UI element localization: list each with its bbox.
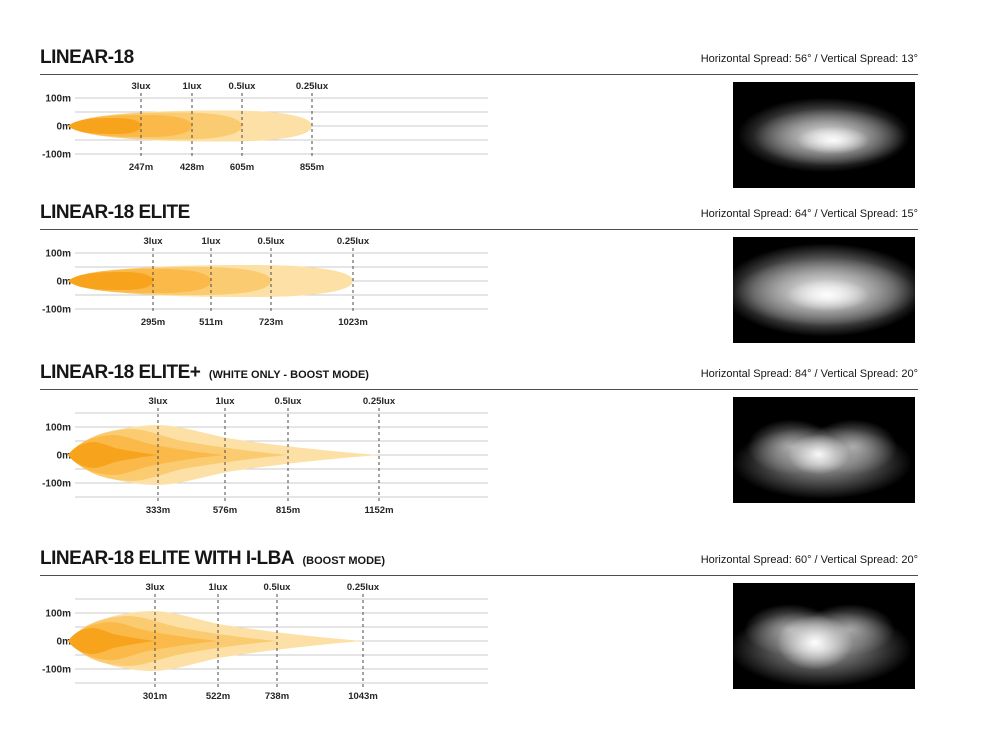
lux-label: 0.25lux — [296, 81, 329, 92]
beam-contour-3lux — [68, 442, 158, 468]
product-title: LINEAR-18 ELITE+ (WHITE ONLY - BOOST MOD… — [40, 363, 369, 382]
lux-label: 0.5lux — [264, 582, 292, 593]
y-axis-label: -100m — [42, 665, 71, 676]
product-name: LINEAR-18 — [40, 47, 134, 68]
beam-contours — [68, 611, 363, 671]
distance-label: 723m — [259, 317, 283, 328]
distance-label: 605m — [230, 162, 254, 173]
section-linear-18-elite-plus: LINEAR-18 ELITE+ (WHITE ONLY - BOOST MOD… — [40, 353, 918, 531]
product-name: LINEAR-18 ELITE — [40, 202, 190, 223]
lux-label: 1lux — [208, 582, 228, 593]
beam-contours — [68, 425, 379, 485]
beam-pattern-image — [733, 397, 915, 503]
product-title: LINEAR-18 — [40, 48, 138, 67]
distance-label: 295m — [141, 317, 165, 328]
lux-labels: 3lux 1lux 0.5lux 0.25lux — [143, 236, 369, 247]
lux-label: 0.25lux — [347, 582, 380, 593]
product-title: LINEAR-18 ELITE — [40, 203, 194, 222]
distance-labels: 247m 428m 605m 855m — [129, 162, 324, 173]
beam-contour-3lux — [68, 272, 153, 290]
y-axis-label: 100m — [45, 423, 71, 434]
lux-label: 3lux — [145, 582, 165, 593]
product-title: LINEAR-18 ELITE WITH I-LBA (BOOST MODE) — [40, 549, 385, 568]
y-axis-label: 0m — [57, 637, 72, 648]
distance-labels: 301m 522m 738m 1043m — [143, 691, 378, 702]
y-axis-label: -100m — [42, 305, 71, 316]
distance-label: 815m — [276, 505, 300, 516]
section-linear-18-elite-ilba: LINEAR-18 ELITE WITH I-LBA (BOOST MODE) … — [40, 539, 918, 711]
product-name: LINEAR-18 ELITE WITH I-LBA — [40, 548, 295, 569]
y-axis-label: 0m — [57, 277, 72, 288]
distance-label: 855m — [300, 162, 324, 173]
lux-label: 1lux — [201, 236, 221, 247]
beam-distance-chart: 100m 0m -100m 3lux 1lux 0.5lux 0.25lux — [42, 582, 488, 702]
distance-label: 1023m — [338, 317, 368, 328]
lux-labels: 3lux 1lux 0.5lux 0.25lux — [145, 582, 379, 593]
y-axis-label: -100m — [42, 150, 71, 161]
beam-contours — [68, 265, 353, 297]
lux-label: 1lux — [182, 81, 202, 92]
y-axis-labels: 100m 0m -100m — [42, 94, 71, 161]
beam-pattern-image — [733, 237, 915, 343]
spread-info: Horizontal Spread: 84° / Vertical Spread… — [700, 368, 918, 380]
beam-contour-3lux — [68, 628, 155, 654]
spread-info: Horizontal Spread: 56° / Vertical Spread… — [700, 53, 918, 65]
beam-pattern-image — [733, 82, 915, 188]
beam-distance-chart: 100m 0m -100m 3lux 1lux 0.5lux 0.25lux — [42, 236, 488, 328]
spread-info: Horizontal Spread: 60° / Vertical Spread… — [700, 554, 918, 566]
lux-label: 3lux — [131, 81, 151, 92]
product-subtitle: (BOOST MODE) — [302, 555, 386, 567]
section-header: LINEAR-18 Horizontal Spread: 56° / Verti… — [40, 38, 918, 75]
lux-label: 0.5lux — [229, 81, 257, 92]
y-axis-label: 100m — [45, 249, 71, 260]
distance-label: 1043m — [348, 691, 378, 702]
distance-labels: 333m 576m 815m 1152m — [146, 505, 394, 516]
beam-distance-chart: 100m 0m -100m 3lux 1lux 0.5lux 0.25lux — [42, 396, 488, 516]
lux-label: 0.5lux — [258, 236, 286, 247]
lux-threshold-lines — [152, 248, 354, 313]
y-axis-label: 100m — [45, 94, 71, 105]
distance-label: 522m — [206, 691, 230, 702]
section-linear-18: LINEAR-18 Horizontal Spread: 56° / Verti… — [40, 38, 918, 190]
lux-label: 0.25lux — [337, 236, 370, 247]
lux-label: 3lux — [143, 236, 163, 247]
beam-contour-3lux — [68, 118, 141, 134]
distance-label: 428m — [180, 162, 204, 173]
beam-distance-chart: 100m 0m -100m 3lux 1lux 0.5lux 0.25lux — [42, 81, 488, 173]
product-name: LINEAR-18 ELITE+ — [40, 362, 201, 383]
y-axis-label: 100m — [45, 609, 71, 620]
lux-labels: 3lux 1lux 0.5lux 0.25lux — [131, 81, 328, 92]
y-axis-labels: 100m 0m -100m — [42, 249, 71, 316]
distance-label: 333m — [146, 505, 170, 516]
lux-labels: 3lux 1lux 0.5lux 0.25lux — [148, 396, 395, 407]
y-axis-label: -100m — [42, 479, 71, 490]
lux-label: 0.5lux — [275, 396, 303, 407]
distance-label: 511m — [199, 317, 223, 328]
lux-threshold-lines — [140, 93, 313, 158]
distance-label: 576m — [213, 505, 237, 516]
beam-contours — [68, 110, 312, 142]
lux-label: 1lux — [215, 396, 235, 407]
section-linear-18-elite: LINEAR-18 ELITE Horizontal Spread: 64° /… — [40, 193, 918, 345]
distance-label: 1152m — [364, 505, 393, 516]
lux-label: 3lux — [148, 396, 168, 407]
product-subtitle: (WHITE ONLY - BOOST MODE) — [208, 369, 369, 381]
distance-label: 247m — [129, 162, 153, 173]
spread-info: Horizontal Spread: 64° / Vertical Spread… — [700, 208, 918, 220]
y-axis-label: 0m — [57, 122, 72, 133]
y-axis-labels: 100m 0m -100m — [42, 423, 71, 490]
y-axis-label: 0m — [57, 451, 72, 462]
section-header: LINEAR-18 ELITE Horizontal Spread: 64° /… — [40, 193, 918, 230]
distance-label: 301m — [143, 691, 167, 702]
y-axis-labels: 100m 0m -100m — [42, 609, 71, 676]
lux-label: 0.25lux — [363, 396, 396, 407]
section-header: LINEAR-18 ELITE+ (WHITE ONLY - BOOST MOD… — [40, 353, 918, 390]
distance-label: 738m — [265, 691, 289, 702]
section-header: LINEAR-18 ELITE WITH I-LBA (BOOST MODE) … — [40, 539, 918, 576]
beam-pattern-image — [733, 583, 915, 689]
distance-labels: 295m 511m 723m 1023m — [141, 317, 368, 328]
